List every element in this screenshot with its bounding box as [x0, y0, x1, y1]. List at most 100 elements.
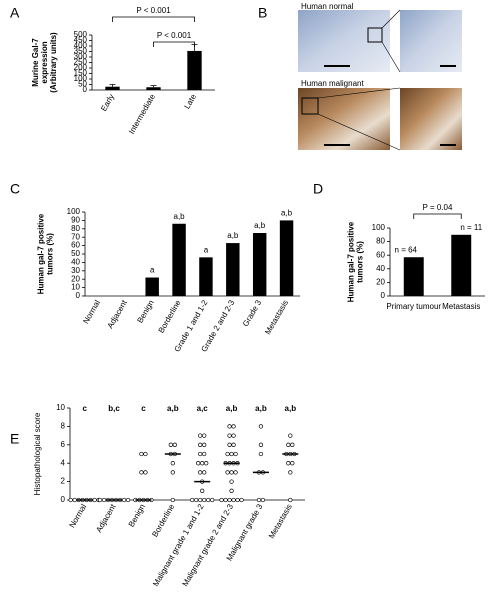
y-tick-label: 0 [61, 495, 66, 504]
data-point [258, 424, 264, 429]
y-tick-label: 150 [74, 69, 88, 78]
x-tick-label: Normal [81, 298, 102, 325]
y-tick-label: 80 [71, 224, 80, 233]
data-point [229, 451, 234, 457]
y-axis-label: tumors (%) [356, 241, 365, 283]
data-point [229, 488, 234, 493]
bar [252, 233, 267, 296]
panel-label: B [258, 5, 267, 21]
significance-label: a [204, 245, 209, 254]
significance-bracket [153, 41, 195, 47]
x-tick-label: Metastasis [442, 302, 480, 311]
significance-label: b,c [108, 404, 120, 413]
data-point [227, 433, 232, 438]
data-point [239, 497, 244, 503]
y-axis-label: Human gal-7 positive [37, 213, 46, 294]
data-point [198, 451, 203, 457]
x-tick-label: Adjacent [94, 502, 118, 534]
significance-label: a,b [174, 212, 186, 221]
bar [199, 257, 213, 296]
data-point [286, 442, 291, 447]
y-tick-label: 30 [71, 266, 80, 275]
significance-label: a,b [226, 404, 238, 413]
data-point [139, 451, 144, 457]
data-point [170, 461, 175, 466]
x-tick-label: Benign [127, 503, 147, 529]
image-panel: B Human normal Human malignant [258, 2, 462, 151]
data-point [143, 451, 148, 457]
y-tick-label: 0 [381, 291, 386, 300]
data-point [223, 497, 228, 503]
data-point [260, 497, 266, 503]
y-tick-label: 100 [67, 207, 81, 216]
data-point [190, 497, 195, 503]
y-tick-label: 500 [74, 30, 88, 39]
annotation: P < 0.001 [157, 31, 192, 40]
data-point [235, 497, 240, 503]
y-tick-label: 4 [61, 458, 66, 467]
data-point [290, 442, 295, 447]
x-tick-label: Intermediate [127, 92, 157, 135]
data-point [72, 497, 77, 503]
significance-label: c [141, 404, 146, 413]
zoom-line [317, 113, 401, 151]
data-point [231, 442, 236, 447]
image-caption: Human normal [301, 2, 354, 11]
bar [451, 234, 472, 296]
y-tick-label: 50 [71, 249, 80, 258]
data-point [227, 442, 232, 447]
y-tick-label: 40 [376, 264, 385, 273]
data-point [92, 497, 97, 503]
data-point [225, 451, 230, 457]
annotation: P = 0.04 [423, 203, 453, 212]
data-point [231, 497, 236, 503]
significance-label: a,b [255, 404, 267, 413]
y-tick-label: 10 [56, 403, 65, 412]
y-axis-label: tumors (%) [46, 233, 55, 275]
data-point [231, 433, 236, 438]
y-tick-label: 0 [76, 291, 81, 300]
data-point [206, 497, 211, 503]
data-point [229, 479, 234, 484]
y-tick-label: 40 [71, 258, 80, 267]
y-tick-label: 100 [372, 223, 386, 232]
significance-label: a,b [227, 231, 239, 240]
data-point [202, 442, 207, 447]
data-point [139, 470, 144, 475]
x-tick-label: Primary tumour [386, 302, 441, 311]
y-tick-label: 90 [71, 216, 80, 225]
data-point [225, 470, 230, 475]
significance-bracket [112, 16, 195, 22]
zoom-line [317, 87, 401, 99]
significance-label: c [82, 404, 87, 413]
data-point [219, 497, 224, 503]
x-tick-label: Late [182, 92, 198, 110]
y-tick-label: 60 [376, 250, 385, 259]
x-tick-label: Early [99, 93, 116, 113]
significance-bracket [413, 213, 462, 219]
zoom-line [381, 9, 401, 29]
y-tick-label: 20 [71, 274, 80, 283]
data-point [68, 497, 73, 503]
error-bar [109, 84, 116, 87]
x-tick-label: Normal [68, 502, 89, 529]
data-point [227, 497, 232, 503]
bar [172, 223, 186, 296]
zoom-box [301, 97, 319, 115]
bar [105, 86, 120, 90]
data-point [231, 424, 236, 429]
significance-label: a [150, 266, 155, 275]
y-tick-label: 8 [61, 422, 66, 431]
data-point [196, 461, 201, 466]
x-tick-label: Grade 3 [241, 298, 264, 328]
y-tick-label: 250 [74, 58, 88, 67]
data-point [101, 497, 107, 503]
data-point [198, 442, 203, 447]
micrograph [298, 88, 390, 150]
data-point [286, 461, 291, 466]
y-tick-label: 10 [71, 283, 80, 292]
data-point [202, 470, 207, 475]
y-axis-label: (Arbitrary units) [49, 32, 58, 93]
data-point [198, 497, 203, 503]
